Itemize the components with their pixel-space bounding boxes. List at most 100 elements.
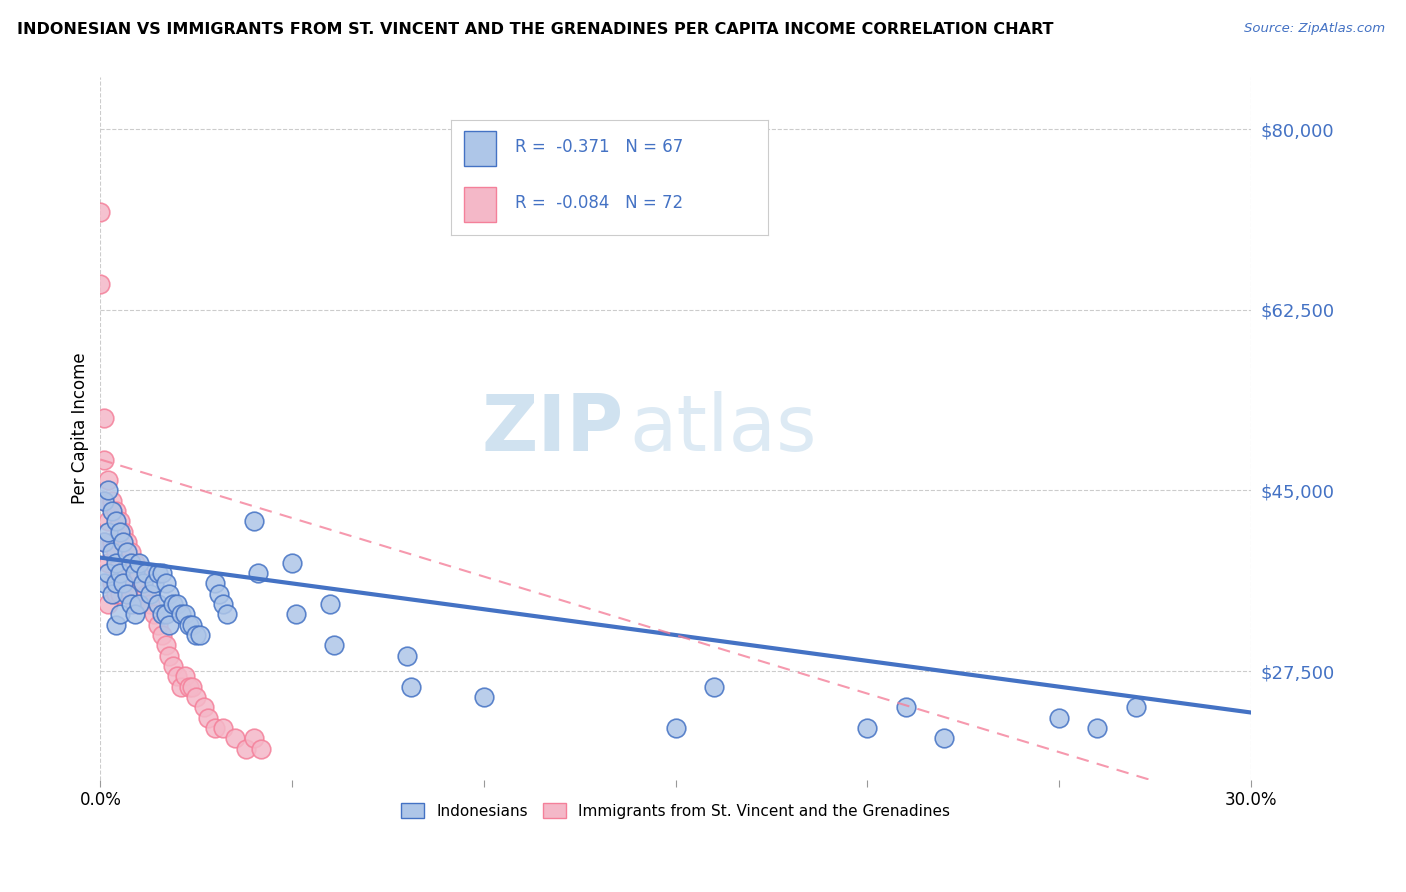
- Point: [112, 576, 135, 591]
- Point: [173, 669, 195, 683]
- Point: [131, 576, 153, 591]
- Point: [1125, 700, 1147, 714]
- Point: [89, 277, 111, 291]
- Point: [120, 597, 142, 611]
- Point: [135, 587, 157, 601]
- Point: [146, 617, 169, 632]
- Point: [101, 504, 124, 518]
- Point: [124, 607, 146, 622]
- Point: [150, 628, 173, 642]
- Point: [139, 597, 162, 611]
- Point: [101, 587, 124, 601]
- Point: [242, 731, 264, 746]
- Point: [135, 566, 157, 580]
- Point: [197, 711, 219, 725]
- Point: [157, 587, 180, 601]
- Point: [108, 607, 131, 622]
- Text: INDONESIAN VS IMMIGRANTS FROM ST. VINCENT AND THE GRENADINES PER CAPITA INCOME C: INDONESIAN VS IMMIGRANTS FROM ST. VINCEN…: [17, 22, 1053, 37]
- Point: [399, 680, 422, 694]
- Point: [856, 721, 879, 735]
- Point: [101, 576, 124, 591]
- Point: [115, 576, 138, 591]
- Point: [193, 700, 215, 714]
- Text: atlas: atlas: [630, 391, 817, 467]
- Point: [97, 566, 120, 580]
- Point: [157, 617, 180, 632]
- Point: [104, 556, 127, 570]
- Point: [143, 607, 166, 622]
- Point: [93, 535, 115, 549]
- Point: [120, 545, 142, 559]
- Point: [150, 607, 173, 622]
- Point: [472, 690, 495, 704]
- Legend: Indonesians, Immigrants from St. Vincent and the Grenadines: Indonesians, Immigrants from St. Vincent…: [395, 797, 956, 824]
- Point: [115, 535, 138, 549]
- Point: [101, 535, 124, 549]
- Point: [115, 545, 138, 559]
- Point: [146, 597, 169, 611]
- Point: [124, 597, 146, 611]
- Point: [108, 566, 131, 580]
- Point: [120, 556, 142, 570]
- Point: [128, 556, 150, 570]
- Point: [224, 731, 246, 746]
- Point: [664, 721, 686, 735]
- Point: [177, 617, 200, 632]
- Point: [166, 669, 188, 683]
- Point: [104, 617, 127, 632]
- Point: [188, 628, 211, 642]
- Point: [104, 545, 127, 559]
- Point: [170, 680, 193, 694]
- Point: [146, 566, 169, 580]
- Point: [215, 607, 238, 622]
- Point: [139, 587, 162, 601]
- Point: [208, 587, 231, 601]
- Point: [93, 493, 115, 508]
- Point: [703, 680, 725, 694]
- Point: [115, 587, 138, 601]
- Point: [181, 617, 204, 632]
- Point: [186, 690, 208, 704]
- Point: [97, 483, 120, 498]
- Point: [97, 473, 120, 487]
- Point: [108, 524, 131, 539]
- Point: [101, 545, 124, 559]
- Point: [93, 493, 115, 508]
- Y-axis label: Per Capita Income: Per Capita Income: [72, 352, 89, 504]
- Point: [242, 515, 264, 529]
- Point: [108, 515, 131, 529]
- Point: [246, 566, 269, 580]
- Point: [97, 556, 120, 570]
- Point: [108, 556, 131, 570]
- Point: [319, 597, 342, 611]
- Point: [97, 515, 120, 529]
- Point: [104, 587, 127, 601]
- Point: [250, 741, 273, 756]
- Point: [155, 607, 177, 622]
- Point: [284, 607, 307, 622]
- Point: [120, 587, 142, 601]
- Point: [112, 566, 135, 580]
- Point: [396, 648, 419, 663]
- Text: Source: ZipAtlas.com: Source: ZipAtlas.com: [1244, 22, 1385, 36]
- Point: [143, 576, 166, 591]
- Point: [89, 204, 111, 219]
- Point: [162, 659, 184, 673]
- Point: [150, 566, 173, 580]
- Point: [131, 576, 153, 591]
- Point: [155, 639, 177, 653]
- Point: [212, 597, 235, 611]
- Point: [128, 566, 150, 580]
- Point: [112, 535, 135, 549]
- Point: [157, 648, 180, 663]
- Point: [112, 524, 135, 539]
- Point: [124, 556, 146, 570]
- Point: [104, 504, 127, 518]
- Point: [170, 607, 193, 622]
- Point: [173, 607, 195, 622]
- Point: [932, 731, 955, 746]
- Point: [894, 700, 917, 714]
- Point: [128, 597, 150, 611]
- Point: [93, 411, 115, 425]
- Point: [155, 576, 177, 591]
